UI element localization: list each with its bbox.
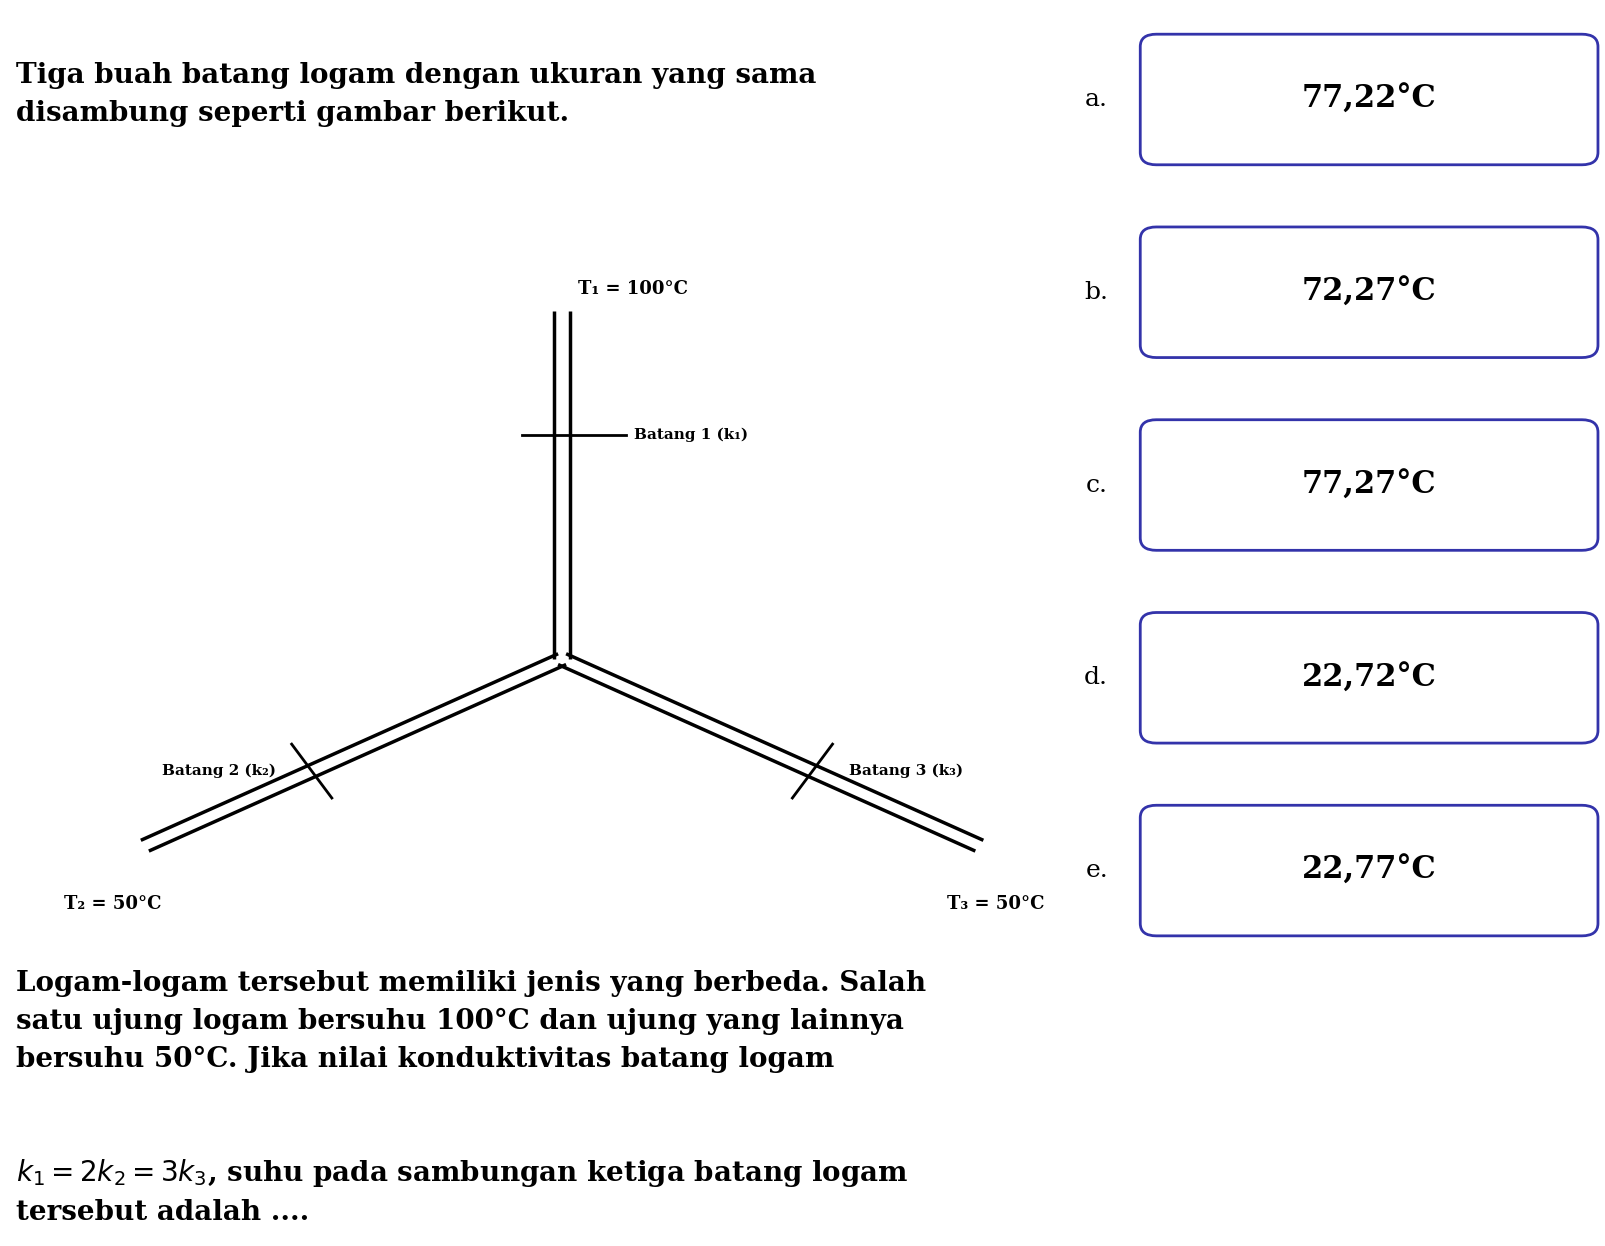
Text: 72,27°C: 72,27°C	[1302, 277, 1435, 308]
Text: T₂ = 50°C: T₂ = 50°C	[64, 896, 162, 913]
FancyBboxPatch shape	[1140, 805, 1597, 936]
Text: T₃ = 50°C: T₃ = 50°C	[945, 896, 1043, 913]
Text: $k_1 = 2k_2 = 3k_3$, suhu pada sambungan ketiga batang logam
tersebut adalah ...: $k_1 = 2k_2 = 3k_3$, suhu pada sambungan…	[16, 1156, 908, 1226]
Text: Batang 3 (k₃): Batang 3 (k₃)	[847, 764, 961, 779]
Text: 22,77°C: 22,77°C	[1302, 855, 1435, 886]
Text: Batang 2 (k₂): Batang 2 (k₂)	[162, 764, 276, 779]
FancyBboxPatch shape	[1140, 613, 1597, 743]
Text: d.: d.	[1083, 667, 1107, 689]
Text: c.: c.	[1085, 473, 1107, 496]
Text: b.: b.	[1083, 280, 1107, 304]
Text: a.: a.	[1085, 88, 1107, 111]
Text: T₁ = 100°C: T₁ = 100°C	[578, 280, 687, 299]
FancyBboxPatch shape	[1140, 34, 1597, 164]
Text: 77,27°C: 77,27°C	[1302, 470, 1435, 501]
FancyBboxPatch shape	[1140, 227, 1597, 358]
Text: e.: e.	[1085, 858, 1107, 882]
Text: 22,72°C: 22,72°C	[1302, 663, 1435, 693]
Text: 77,22°C: 77,22°C	[1302, 83, 1435, 115]
Text: Tiga buah batang logam dengan ukuran yang sama
disambung seperti gambar berikut.: Tiga buah batang logam dengan ukuran yan…	[16, 62, 815, 127]
Text: Batang 1 (k₁): Batang 1 (k₁)	[634, 429, 748, 442]
Text: Logam-logam tersebut memiliki jenis yang berbeda. Salah
satu ujung logam bersuhu: Logam-logam tersebut memiliki jenis yang…	[16, 971, 926, 1073]
FancyBboxPatch shape	[1140, 420, 1597, 551]
